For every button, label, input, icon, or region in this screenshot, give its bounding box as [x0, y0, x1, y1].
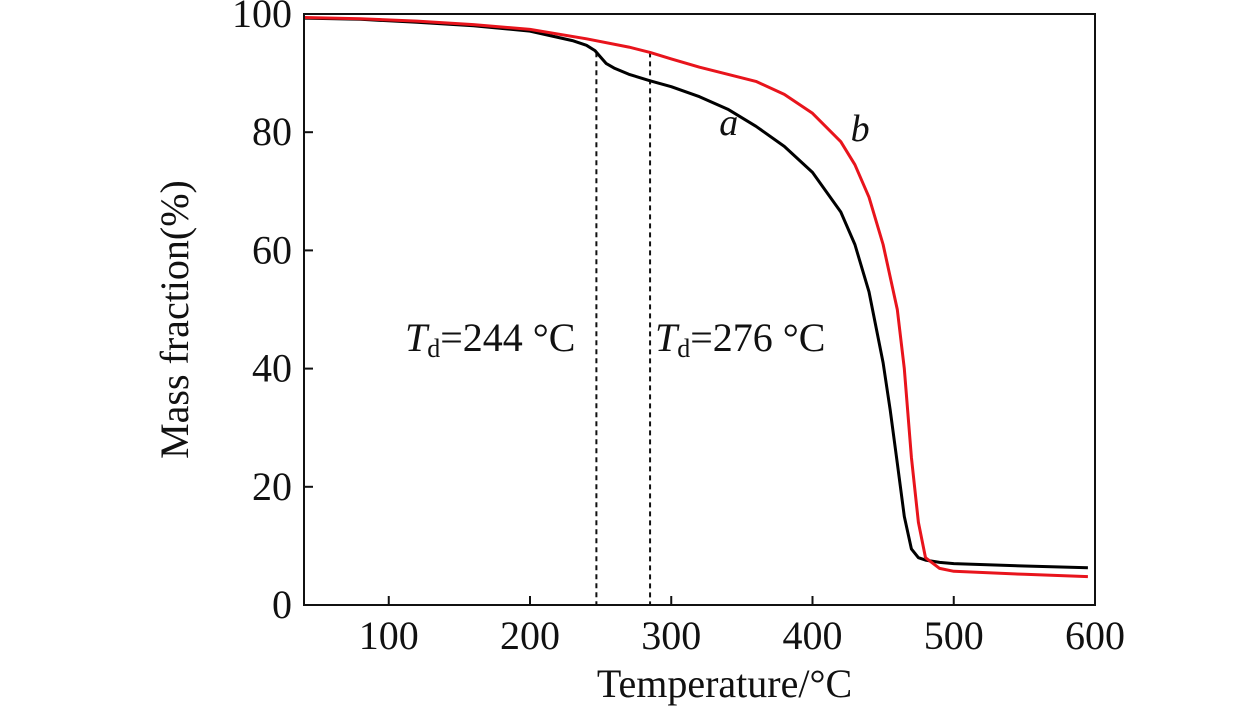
y-axis-ticks: 0 20 40 60 80 100 [232, 0, 313, 627]
y-axis-label: Mass fraction(%) [152, 180, 197, 459]
curve-label-a: a [719, 102, 738, 144]
td-annotation-1-symbol: T [405, 315, 430, 360]
y-tick-label: 60 [252, 227, 292, 272]
x-tick-label: 200 [500, 613, 560, 658]
x-tick-label: 500 [924, 613, 984, 658]
y-tick-label: 100 [232, 0, 292, 36]
y-tick-label: 40 [252, 346, 292, 391]
td-annotation-1: Td=244 °C [405, 315, 575, 363]
x-tick-label: 600 [1065, 613, 1125, 658]
y-tick-label: 80 [252, 109, 292, 154]
y-tick-label: 0 [272, 582, 292, 627]
x-tick-label: 300 [641, 613, 701, 658]
td-annotation-1-subscript: d [427, 334, 440, 363]
x-axis-label: Temperature/°C [597, 661, 852, 706]
td-annotation-1-text: =244 °C [440, 315, 575, 360]
series-b-line [304, 18, 1088, 577]
x-tick-label: 400 [783, 613, 843, 658]
plot-frame [304, 14, 1095, 605]
td-annotation-2-subscript: d [677, 334, 690, 363]
y-tick-label: 20 [252, 464, 292, 509]
td-annotation-2: Td=276 °C [655, 315, 825, 363]
plot-area [304, 18, 1088, 606]
td-annotation-2-symbol: T [655, 315, 680, 360]
curve-label-b: b [851, 108, 870, 150]
x-tick-label: 100 [359, 613, 419, 658]
series-a-line [304, 18, 1088, 568]
td-annotation-2-text: =276 °C [690, 315, 825, 360]
